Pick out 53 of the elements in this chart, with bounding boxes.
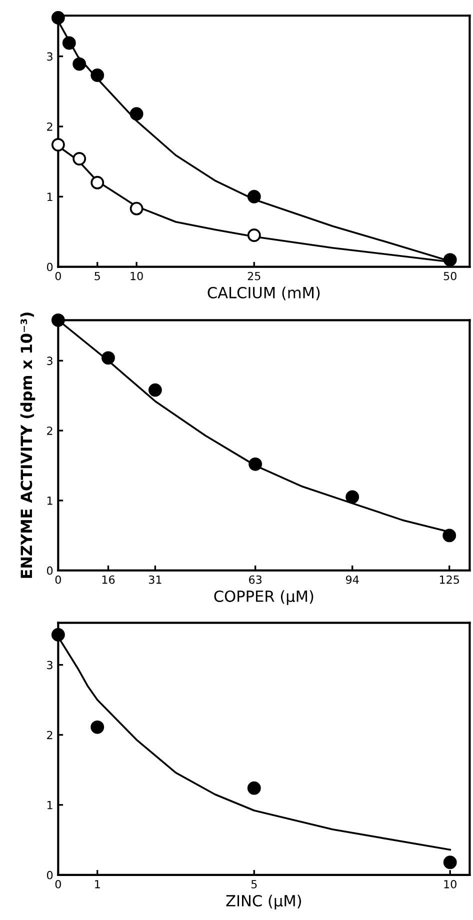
point bbox=[130, 107, 144, 121]
y-tick-label: 2 bbox=[47, 122, 52, 131]
x-tick-label: 31 bbox=[148, 575, 162, 584]
x-tick-label: 0 bbox=[55, 272, 61, 280]
x-tick-label: 5 bbox=[251, 880, 257, 888]
point bbox=[248, 457, 262, 471]
x-tick-label: 63 bbox=[249, 575, 262, 584]
y-tick-label: 1 bbox=[47, 801, 52, 810]
point bbox=[442, 528, 456, 542]
x-tick-label: 5 bbox=[94, 272, 100, 280]
x-tick-label: 10 bbox=[130, 272, 143, 280]
point bbox=[102, 351, 115, 365]
point bbox=[51, 11, 65, 24]
point bbox=[90, 176, 104, 190]
point bbox=[443, 253, 457, 266]
y-tick-label: 3 bbox=[47, 660, 52, 670]
y-tick-label: 0 bbox=[46, 262, 53, 272]
point bbox=[247, 228, 261, 242]
x-tick-label: 10 bbox=[444, 880, 456, 888]
x-tick-label: 125 bbox=[440, 575, 459, 584]
y-axis-title: ENZYME ACTIVITY (dpm x 10⁻³) bbox=[20, 312, 36, 578]
x-axis-title: COPPER (µM) bbox=[214, 590, 314, 605]
point bbox=[62, 36, 76, 50]
y-tick-label: 3 bbox=[47, 356, 52, 366]
x-tick-label: 50 bbox=[444, 272, 456, 280]
point bbox=[51, 313, 65, 327]
point bbox=[51, 138, 65, 152]
x-tick-label: 0 bbox=[55, 575, 61, 584]
x-tick-label: 94 bbox=[346, 575, 359, 584]
point bbox=[148, 383, 162, 397]
y-tick-label: 1 bbox=[47, 496, 52, 505]
point bbox=[90, 720, 104, 734]
y-tick-label: 2 bbox=[47, 730, 52, 740]
point bbox=[443, 856, 457, 870]
point bbox=[51, 628, 65, 642]
x-tick-label: 25 bbox=[248, 272, 260, 280]
y-tick-label: 1 bbox=[47, 192, 52, 201]
point bbox=[247, 190, 261, 204]
point bbox=[90, 68, 104, 82]
x-axis-title: CALCIUM (mM) bbox=[208, 286, 320, 300]
x-axis-title: ZINC (µM) bbox=[226, 894, 301, 910]
y-tick-label: 0 bbox=[46, 566, 53, 575]
point bbox=[247, 781, 261, 795]
x-tick-label: 1 bbox=[95, 880, 100, 888]
point bbox=[72, 57, 86, 71]
point bbox=[346, 490, 360, 504]
x-tick-label: 16 bbox=[102, 575, 115, 584]
point bbox=[72, 152, 86, 166]
point bbox=[130, 202, 144, 216]
y-tick-label: 2 bbox=[47, 426, 52, 435]
y-tick-label: 3 bbox=[47, 52, 52, 61]
x-tick-label: 0 bbox=[55, 880, 61, 888]
y-tick-label: 0 bbox=[46, 870, 53, 880]
